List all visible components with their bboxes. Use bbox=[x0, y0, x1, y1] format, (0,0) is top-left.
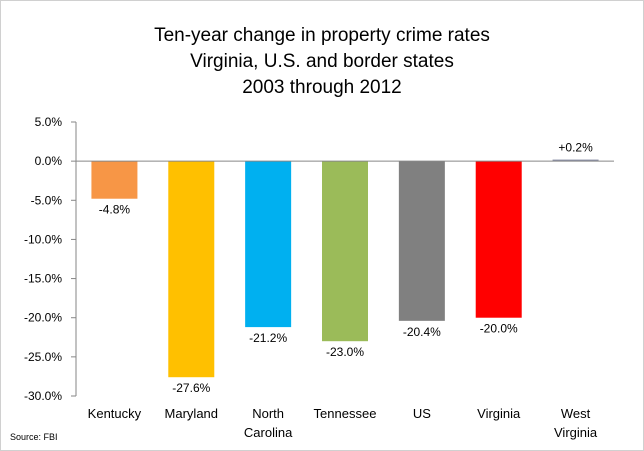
chart-title-line-2: Virginia, U.S. and border states bbox=[190, 51, 454, 72]
bar bbox=[398, 161, 445, 321]
bar bbox=[91, 161, 138, 199]
y-tick-label: 5.0% bbox=[35, 115, 63, 129]
x-tick-label: Kentucky bbox=[88, 406, 142, 421]
chart-title-line-3: 2003 through 2012 bbox=[242, 77, 402, 98]
y-tick-label: -15.0% bbox=[24, 272, 62, 286]
x-tick-label: Maryland bbox=[165, 406, 218, 421]
data-label: -21.2% bbox=[249, 331, 287, 345]
x-tick-label: Virginia bbox=[554, 425, 598, 440]
chart-title-line-1: Ten-year change in property crime rates bbox=[154, 25, 490, 46]
data-label: -23.0% bbox=[326, 345, 364, 359]
data-label: -20.4% bbox=[403, 325, 441, 339]
y-tick-label: -25.0% bbox=[24, 350, 62, 364]
y-tick-label: 0.0% bbox=[35, 154, 63, 168]
data-label: +0.2% bbox=[558, 141, 593, 155]
source-note: Source: FBI bbox=[10, 432, 58, 442]
bar bbox=[168, 161, 215, 378]
y-tick-label: -30.0% bbox=[24, 389, 62, 403]
bar bbox=[475, 161, 522, 318]
x-tick-label: North bbox=[252, 406, 284, 421]
x-tick-label: Carolina bbox=[244, 425, 293, 440]
x-tick-label: US bbox=[413, 406, 431, 421]
bar bbox=[322, 161, 368, 342]
x-tick-label: West bbox=[561, 406, 591, 421]
data-label: -20.0% bbox=[480, 322, 518, 336]
y-tick-label: -5.0% bbox=[31, 193, 63, 207]
data-label: -4.8% bbox=[99, 203, 131, 217]
x-tick-label: Virginia bbox=[477, 406, 521, 421]
bar bbox=[245, 161, 292, 328]
y-tick-label: -10.0% bbox=[24, 232, 62, 246]
data-label: -27.6% bbox=[172, 381, 210, 395]
y-tick-label: -20.0% bbox=[24, 311, 62, 325]
x-tick-label: Tennessee bbox=[314, 406, 377, 421]
bar bbox=[552, 159, 599, 162]
